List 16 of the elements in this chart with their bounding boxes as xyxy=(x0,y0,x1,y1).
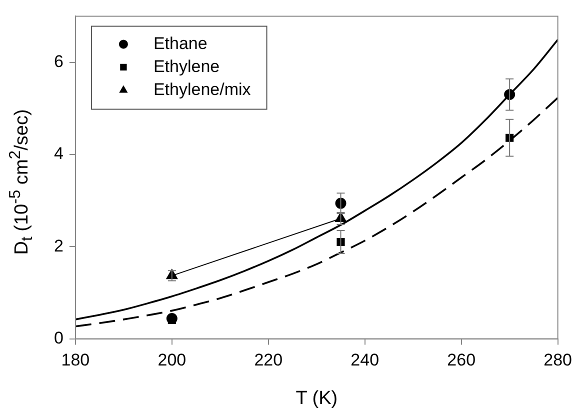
legend-label: Ethane xyxy=(153,34,208,53)
x-tick-label: 200 xyxy=(158,350,186,370)
y-tick-label: 4 xyxy=(54,144,64,164)
x-tick-label: 220 xyxy=(254,350,283,370)
x-tick-label: 280 xyxy=(544,350,572,370)
y-tick-label: 2 xyxy=(54,236,64,256)
legend-label: Ethylene xyxy=(153,56,220,76)
line-series xyxy=(75,96,558,328)
x-axis-title: T (K) xyxy=(296,388,338,409)
y-tick-label: 6 xyxy=(54,52,64,71)
line-series xyxy=(75,38,558,320)
y-tick-label: 0 xyxy=(54,328,64,348)
legend-label: Ethylene/mix xyxy=(153,80,252,99)
x-tick-label: 240 xyxy=(350,350,380,370)
x-tick-label: 260 xyxy=(447,350,476,370)
x-tick-label: 180 xyxy=(61,350,90,370)
